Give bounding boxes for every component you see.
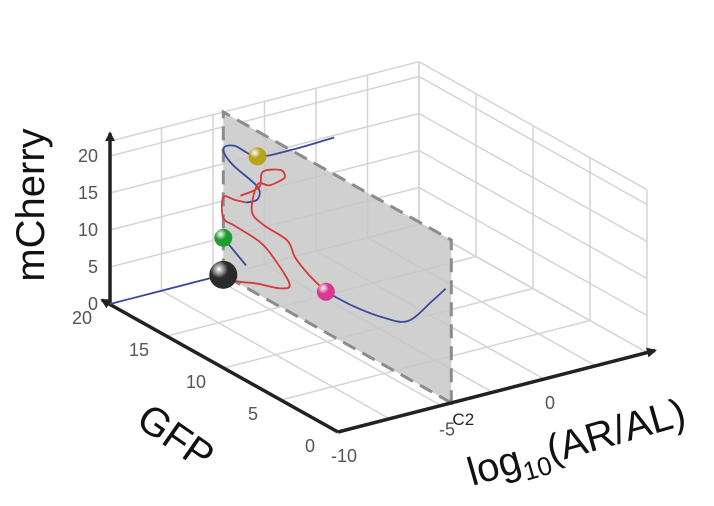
series-curve-unstable <box>240 168 327 293</box>
series-curve-unstable <box>212 195 291 290</box>
x-tick-label: 0 <box>545 393 555 413</box>
series-curve-stable <box>325 287 447 323</box>
series-group <box>109 136 447 323</box>
plane-group: C2 <box>221 109 474 429</box>
grid-line-right-z <box>418 112 648 243</box>
grid-line-right-z <box>418 75 648 206</box>
z-tick-label: 10 <box>78 220 98 240</box>
y-axis-line <box>100 298 339 434</box>
z-tick-label: 20 <box>78 146 98 166</box>
grid-line-right-z <box>418 186 648 317</box>
y-tick-label: 5 <box>248 404 258 424</box>
x-axis-title-base: log <box>462 438 525 495</box>
marker-sphere <box>316 282 335 301</box>
markers-group <box>209 147 335 301</box>
series-curve-stable <box>222 136 335 204</box>
marker-sphere <box>209 260 238 289</box>
y-axis-title: GFP <box>129 396 222 479</box>
axes-group <box>100 131 657 434</box>
x-tick-label: -5 <box>439 420 455 440</box>
grid-line-back-top <box>109 60 420 142</box>
grid-line-back-z <box>109 75 420 157</box>
grid-line-right-z <box>418 149 648 280</box>
z-tick-label: 0 <box>88 294 98 314</box>
marker-sphere <box>214 228 233 247</box>
x-axis-line <box>337 347 657 434</box>
y-tick-label: 20 <box>72 308 92 328</box>
grid-line-right-top <box>418 61 648 191</box>
y-tick-label: 10 <box>186 372 206 392</box>
plane-c2 <box>221 109 453 406</box>
x-axis-title-rest: (AR/AL) <box>542 390 691 472</box>
plane-label: C2 <box>452 410 474 429</box>
marker-sphere <box>248 147 267 166</box>
y-tick-label: 0 <box>305 436 315 456</box>
z-tick-label: 15 <box>78 183 98 203</box>
z-tick-label: 5 <box>88 257 98 277</box>
y-tick-label: 15 <box>129 340 149 360</box>
z-axis-title: mCherry <box>9 128 53 281</box>
x-tick-label: -10 <box>331 446 357 466</box>
x-axis-title: log10(AR/AL) <box>462 390 692 501</box>
